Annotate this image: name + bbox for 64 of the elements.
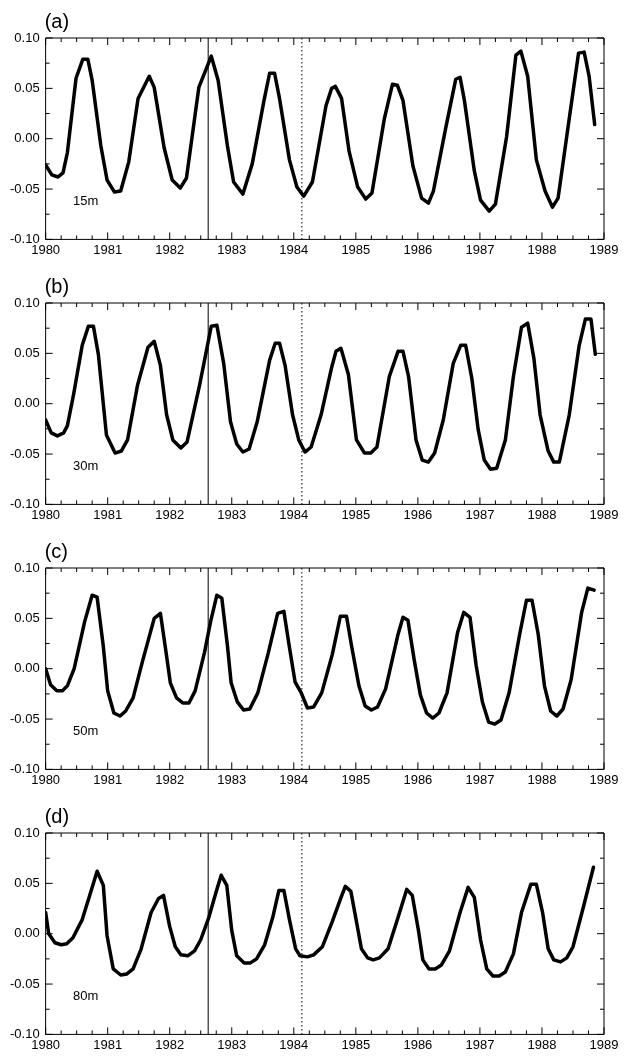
x-tick-label: 1989 <box>589 1036 619 1052</box>
x-tick-label: 1981 <box>93 241 123 257</box>
x-tick-label: 1988 <box>527 1036 557 1052</box>
x-tick-label: 1983 <box>217 1036 247 1052</box>
x-tick-label: 1989 <box>589 506 619 522</box>
y-tick-label: 0.00 <box>14 395 40 411</box>
x-tick-label: 1985 <box>341 506 371 522</box>
x-tick-label: 1987 <box>465 241 495 257</box>
x-tick-label: 1981 <box>93 506 123 522</box>
annotation: 15m <box>72 192 99 208</box>
x-tick-label: 1981 <box>93 771 123 787</box>
y-tick-label: 0.00 <box>14 925 40 941</box>
y-tick-label: -0.10 <box>9 230 40 246</box>
y-tick-label: 0.00 <box>14 130 40 146</box>
x-tick-label: 1981 <box>93 1036 123 1052</box>
x-tick-label: 1982 <box>155 241 185 257</box>
y-tick-label: 0.10 <box>14 824 40 840</box>
x-tick-label: 1984 <box>279 771 309 787</box>
x-tick-label: 1982 <box>155 506 185 522</box>
x-tick-label: 1983 <box>217 771 247 787</box>
x-tick-label: 1989 <box>589 771 619 787</box>
chart-title: (c) <box>44 539 68 562</box>
x-tick-label: 1985 <box>341 1036 371 1052</box>
x-tick-label: 1984 <box>279 241 309 257</box>
x-tick-label: 1988 <box>527 506 557 522</box>
x-tick-label: 1986 <box>403 241 433 257</box>
x-tick-label: 1989 <box>589 241 619 257</box>
x-tick-label: 1986 <box>403 1036 433 1052</box>
y-tick-label: 0.05 <box>14 609 40 625</box>
y-tick-label: 0.05 <box>14 79 40 95</box>
x-tick-label: 1986 <box>403 506 433 522</box>
chart-title: (a) <box>44 9 70 32</box>
chart-title: (d) <box>44 804 70 827</box>
y-tick-label: 0.10 <box>14 294 40 310</box>
x-tick-label: 1985 <box>341 241 371 257</box>
y-tick-label: 0.10 <box>14 29 40 45</box>
x-tick-label: 1988 <box>527 771 557 787</box>
x-tick-label: 1988 <box>527 241 557 257</box>
x-tick-label: 1984 <box>279 506 309 522</box>
y-tick-label: -0.05 <box>9 975 40 991</box>
x-tick-label: 1984 <box>279 1036 309 1052</box>
x-tick-label: 1983 <box>217 506 247 522</box>
annotation: 30m <box>72 457 99 473</box>
y-tick-label: 0.00 <box>14 660 40 676</box>
y-tick-label: -0.05 <box>9 445 40 461</box>
y-tick-label: 0.05 <box>14 344 40 360</box>
x-tick-label: 1987 <box>465 1036 495 1052</box>
x-tick-label: 1982 <box>155 1036 185 1052</box>
annotation: 50m <box>72 722 99 738</box>
y-tick-label: -0.05 <box>9 180 40 196</box>
x-tick-label: 1985 <box>341 771 371 787</box>
y-tick-label: -0.10 <box>9 1025 40 1041</box>
x-tick-label: 1982 <box>155 771 185 787</box>
x-tick-label: 1987 <box>465 506 495 522</box>
x-tick-label: 1986 <box>403 771 433 787</box>
annotation: 80m <box>72 987 99 1003</box>
y-tick-label: -0.10 <box>9 495 40 511</box>
y-tick-label: 0.05 <box>14 874 40 890</box>
chart-title: (b) <box>44 274 70 297</box>
x-tick-label: 1983 <box>217 241 247 257</box>
y-tick-label: -0.10 <box>9 760 40 776</box>
x-tick-label: 1987 <box>465 771 495 787</box>
y-tick-label: -0.05 <box>9 710 40 726</box>
y-tick-label: 0.10 <box>14 559 40 575</box>
